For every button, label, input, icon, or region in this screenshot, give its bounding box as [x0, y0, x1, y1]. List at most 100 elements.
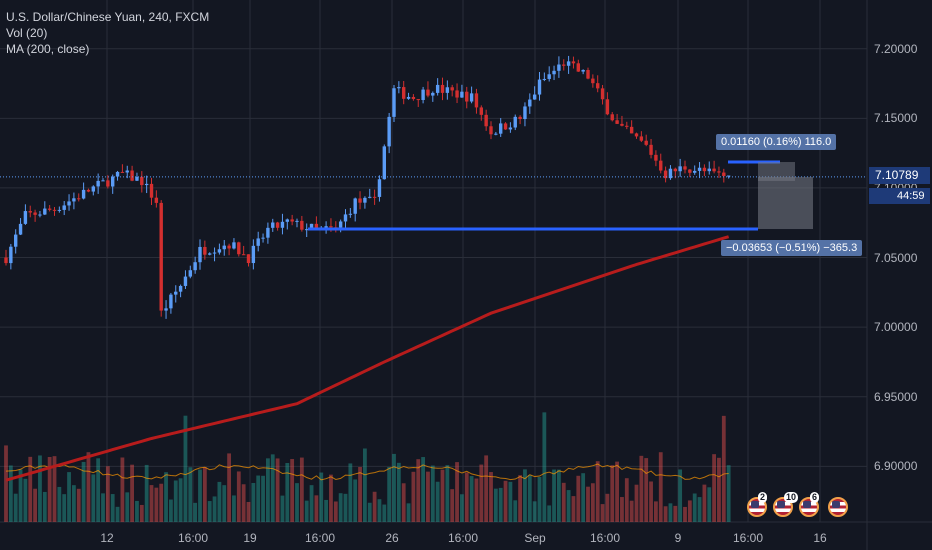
candle-body [469, 93, 474, 102]
candle-body [479, 107, 483, 115]
candle-body [663, 170, 668, 179]
candle-body [387, 116, 391, 147]
volume-bar [353, 479, 358, 522]
x-tick-label: 16:00 [304, 531, 336, 545]
volume-bar [610, 465, 615, 522]
volume-bar [363, 448, 367, 522]
candle-body [212, 252, 217, 254]
volume-bar [372, 491, 377, 522]
candle-body [305, 229, 309, 231]
volume-bar [532, 501, 537, 522]
us-flag-event-icon[interactable] [828, 497, 848, 517]
volume-bar [343, 493, 348, 522]
us-flag-event-icon[interactable]: 6 [799, 492, 820, 517]
volume-bar [290, 459, 295, 522]
candle-body [392, 88, 396, 117]
y-tick-label: 7.20000 [874, 41, 918, 56]
volume-bar [329, 474, 333, 522]
volume-bar [537, 476, 542, 522]
candle-body [552, 70, 556, 75]
volume-bar [639, 455, 644, 522]
volume-bar [18, 469, 23, 522]
candle-body [702, 167, 707, 172]
y-tick-label: 7.15000 [874, 111, 918, 126]
symbol-title[interactable]: U.S. Dollar/Chinese Yuan, 240, FXCM [6, 10, 210, 24]
candle-body [290, 219, 294, 222]
volume-bar [615, 461, 619, 522]
candle-body [125, 170, 129, 173]
candle-body [639, 136, 644, 141]
candle-body [518, 116, 522, 120]
candle-body [596, 83, 600, 89]
volume-bar [484, 455, 489, 522]
y-tick-label: 7.00000 [874, 320, 918, 335]
volume-bar [358, 467, 362, 522]
candle-body [280, 221, 285, 228]
ma-indicator-label[interactable]: MA (200, close) [6, 42, 90, 56]
volume-bar [634, 484, 639, 522]
volume-bar [367, 502, 372, 522]
last-price-label: 7.10789 [869, 167, 930, 184]
volume-bar [28, 456, 33, 522]
volume-bar [576, 475, 581, 522]
candle-body [77, 198, 81, 200]
volume-bar [663, 506, 668, 522]
volume-bar [251, 482, 256, 522]
volume-bar [178, 478, 183, 522]
candle-body [358, 198, 362, 203]
candle-body [353, 198, 357, 214]
volume-bar [557, 469, 561, 522]
candle-body [581, 69, 585, 72]
volume-bar [125, 492, 130, 522]
us-flag-event-icon[interactable]: 10 [773, 492, 799, 517]
candle-body [634, 133, 639, 137]
volume-bar [188, 467, 193, 522]
volume-bar [33, 488, 37, 522]
volume-bar [644, 458, 649, 522]
candle-body [38, 214, 42, 216]
candle-body [183, 276, 188, 286]
candle-body [547, 74, 551, 79]
volume-bar [91, 474, 96, 522]
candle-body [363, 197, 367, 203]
candle-body [416, 99, 420, 101]
candle-body [169, 294, 173, 309]
volume-bar [295, 483, 299, 522]
measure-upper-label: 0.01160 (0.16%) 116.0 [716, 134, 837, 150]
candle-body [149, 183, 154, 198]
candle-body [300, 220, 304, 230]
volume-bar [571, 496, 576, 522]
candle-body [261, 237, 265, 239]
candle-body [198, 246, 202, 263]
candle-body [377, 179, 382, 197]
candle-body [586, 69, 590, 79]
price-axis[interactable]: 7.200007.150007.100007.050007.000006.950… [867, 0, 932, 522]
volume-bar [270, 454, 275, 522]
candle-body [174, 291, 178, 295]
volume-bar [319, 472, 324, 522]
volume-indicator-label[interactable]: Vol (20) [6, 26, 48, 40]
volume-bar [241, 484, 246, 522]
y-tick-label: 6.90000 [874, 459, 918, 474]
volume-bar [207, 501, 212, 522]
volume-bar [392, 453, 396, 522]
volume-bar [683, 506, 687, 522]
volume-bar [67, 472, 71, 522]
candle-body [115, 171, 120, 177]
candle-body [52, 209, 57, 211]
us-flag-event-icon[interactable]: 2 [747, 492, 768, 517]
candle-body [368, 196, 372, 198]
volume-bar [469, 476, 474, 522]
candle-body [324, 226, 328, 228]
time-axis[interactable]: 12 16:00 19 16:00 26 16:00 Sep 16:00 9 16:00 16 [0, 522, 932, 550]
candle-body [164, 308, 168, 311]
candle-body [562, 64, 566, 66]
candle-body [4, 257, 8, 264]
volume-bar [474, 478, 479, 522]
volume-bar [547, 505, 552, 522]
candle-body [402, 87, 406, 99]
volume-bar [382, 504, 387, 522]
volume-bar [416, 459, 421, 522]
volume-bar [236, 471, 241, 522]
